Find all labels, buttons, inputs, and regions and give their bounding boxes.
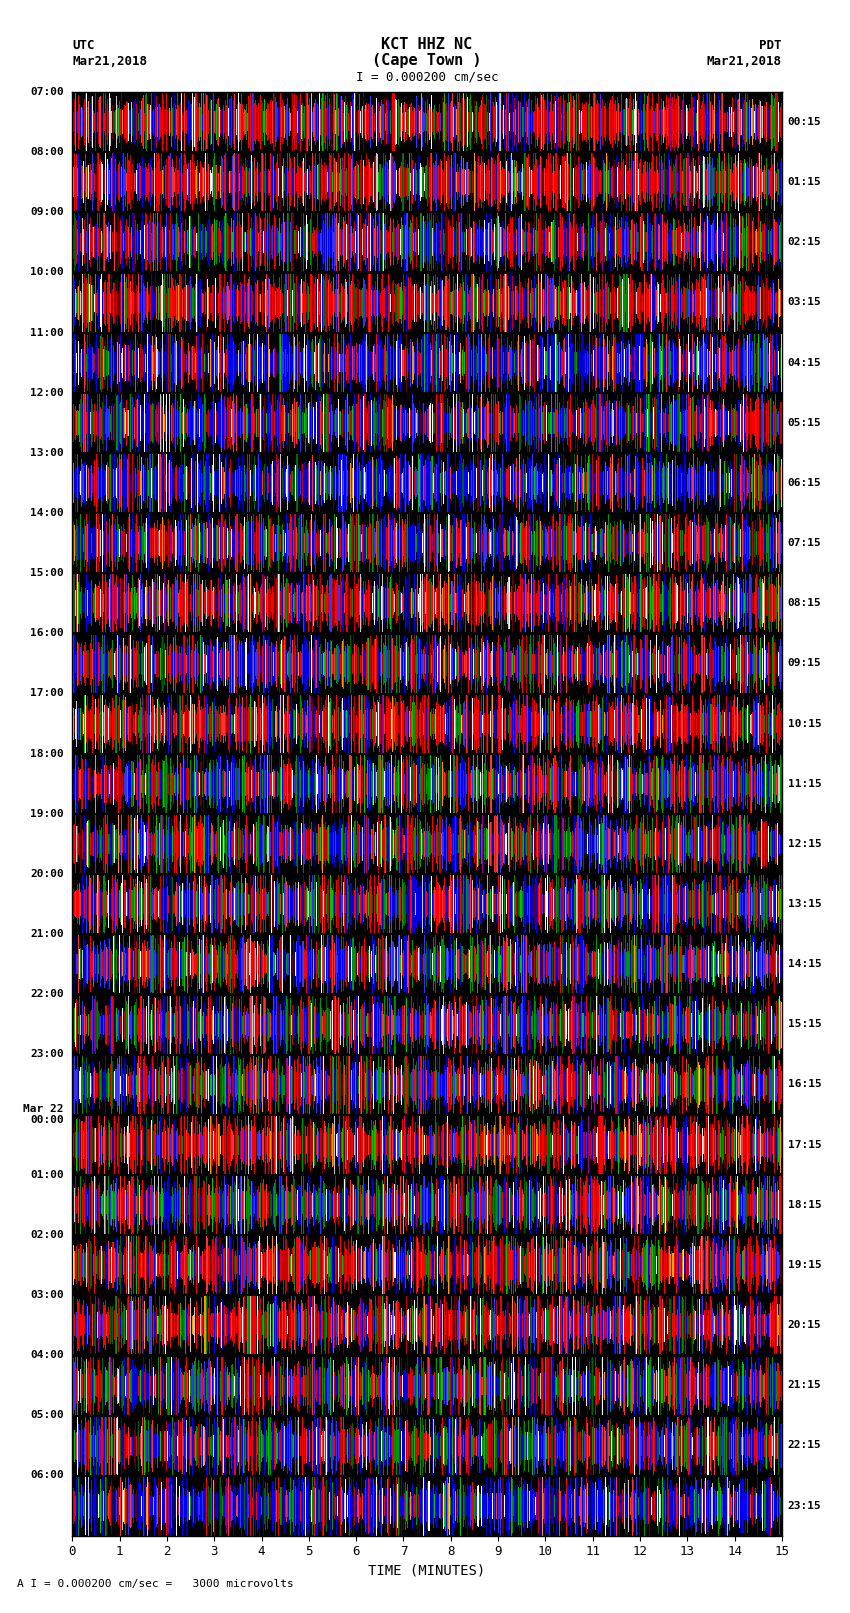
Text: 11:00: 11:00 — [30, 327, 64, 337]
Text: 10:00: 10:00 — [30, 268, 64, 277]
Text: 16:00: 16:00 — [30, 629, 64, 639]
Text: 08:15: 08:15 — [788, 598, 821, 608]
Text: 03:00: 03:00 — [30, 1290, 64, 1300]
Text: 06:15: 06:15 — [788, 477, 821, 487]
Text: 03:15: 03:15 — [788, 297, 821, 308]
Text: 01:00: 01:00 — [30, 1169, 64, 1179]
Text: 09:15: 09:15 — [788, 658, 821, 668]
Text: 04:00: 04:00 — [30, 1350, 64, 1360]
Text: 00:15: 00:15 — [788, 118, 821, 127]
Text: 23:15: 23:15 — [788, 1500, 821, 1510]
Text: A I = 0.000200 cm/sec =   3000 microvolts: A I = 0.000200 cm/sec = 3000 microvolts — [17, 1579, 294, 1589]
Text: 23:00: 23:00 — [30, 1050, 64, 1060]
Text: 06:00: 06:00 — [30, 1471, 64, 1481]
Text: KCT HHZ NC: KCT HHZ NC — [382, 37, 473, 52]
Text: 07:15: 07:15 — [788, 539, 821, 548]
Text: 22:15: 22:15 — [788, 1440, 821, 1450]
Text: 22:00: 22:00 — [30, 989, 64, 998]
Text: 15:00: 15:00 — [30, 568, 64, 577]
Text: 13:15: 13:15 — [788, 898, 821, 910]
Text: 09:00: 09:00 — [30, 206, 64, 218]
Text: 02:00: 02:00 — [30, 1229, 64, 1240]
Text: I = 0.000200 cm/sec: I = 0.000200 cm/sec — [356, 71, 498, 84]
Text: 21:00: 21:00 — [30, 929, 64, 939]
Text: 20:00: 20:00 — [30, 869, 64, 879]
Text: 19:00: 19:00 — [30, 808, 64, 819]
Text: 05:00: 05:00 — [30, 1410, 64, 1421]
Text: 07:00: 07:00 — [30, 87, 64, 97]
Text: 17:15: 17:15 — [788, 1140, 821, 1150]
X-axis label: TIME (MINUTES): TIME (MINUTES) — [369, 1565, 485, 1578]
Text: 18:00: 18:00 — [30, 748, 64, 758]
Text: Mar 22
00:00: Mar 22 00:00 — [23, 1103, 64, 1126]
Text: Mar21,2018: Mar21,2018 — [707, 55, 782, 68]
Text: 15:15: 15:15 — [788, 1019, 821, 1029]
Text: 05:15: 05:15 — [788, 418, 821, 427]
Text: 08:00: 08:00 — [30, 147, 64, 156]
Text: 14:00: 14:00 — [30, 508, 64, 518]
Text: 18:15: 18:15 — [788, 1200, 821, 1210]
Text: 04:15: 04:15 — [788, 358, 821, 368]
Text: 11:15: 11:15 — [788, 779, 821, 789]
Text: 16:15: 16:15 — [788, 1079, 821, 1089]
Text: 12:15: 12:15 — [788, 839, 821, 848]
Text: PDT: PDT — [760, 39, 782, 52]
Text: 12:00: 12:00 — [30, 387, 64, 398]
Text: Mar21,2018: Mar21,2018 — [72, 55, 147, 68]
Text: 19:15: 19:15 — [788, 1260, 821, 1269]
Text: 10:15: 10:15 — [788, 718, 821, 729]
Text: 21:15: 21:15 — [788, 1381, 821, 1390]
Text: 02:15: 02:15 — [788, 237, 821, 247]
Text: (Cape Town ): (Cape Town ) — [372, 53, 482, 68]
Text: 17:00: 17:00 — [30, 689, 64, 698]
Text: 20:15: 20:15 — [788, 1319, 821, 1331]
Text: UTC: UTC — [72, 39, 94, 52]
Text: 01:15: 01:15 — [788, 177, 821, 187]
Text: 14:15: 14:15 — [788, 960, 821, 969]
Text: 13:00: 13:00 — [30, 448, 64, 458]
